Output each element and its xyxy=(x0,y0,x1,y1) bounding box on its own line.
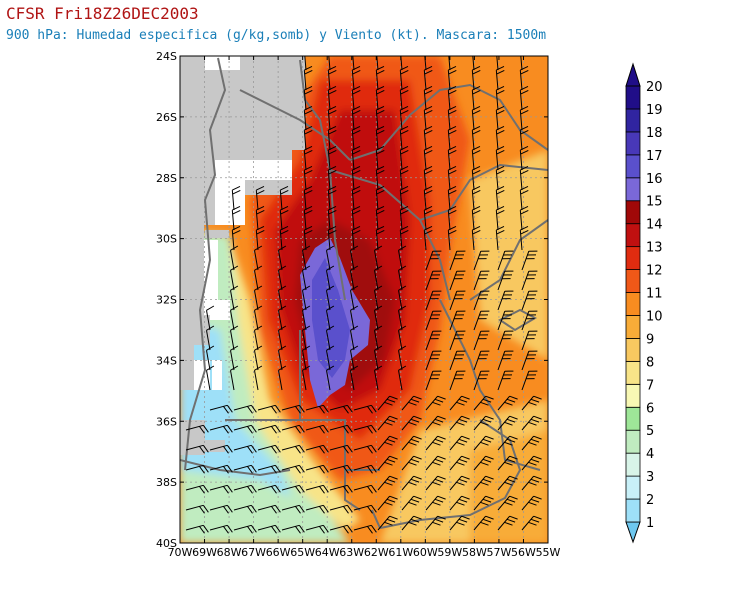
lat-label: 24S xyxy=(156,50,177,63)
map-title: CFSR Fri18Z26DEC2003 xyxy=(6,4,199,23)
colorbar-label: 15 xyxy=(646,195,663,210)
colorbar-segment xyxy=(625,498,641,523)
colorbar-label: 18 xyxy=(646,126,663,141)
colorbar-segment xyxy=(625,292,641,316)
humidity-field xyxy=(180,56,548,543)
colorbar-label: 8 xyxy=(646,355,654,370)
colorbar-segment xyxy=(625,269,641,293)
longitude-labels: 70W 69W 68W 67W 66W 65W 64W 63W 62W 61W 60W 59W 58W 5… xyxy=(168,546,561,559)
lon-label: 60W xyxy=(413,546,438,559)
lon-label: 67W xyxy=(241,546,266,559)
colorbar-segment xyxy=(625,223,641,248)
lat-label: 30S xyxy=(156,233,177,246)
colorbar-segment xyxy=(625,338,641,362)
wind-barb-icon xyxy=(185,56,542,534)
colorbar-label: 20 xyxy=(646,80,663,95)
colorbar-label: 11 xyxy=(646,287,663,302)
colorbar-label: 14 xyxy=(646,218,663,233)
colorbar-segment xyxy=(625,360,641,385)
colorbar-segment xyxy=(625,131,641,156)
colorbar-label: 5 xyxy=(646,424,654,439)
colorbar-label: 6 xyxy=(646,401,654,416)
colorbar-segment xyxy=(625,429,641,454)
triangle-up-icon xyxy=(625,62,641,87)
colorbar-segment xyxy=(625,85,641,110)
lon-label: 64W xyxy=(315,546,340,559)
lat-label: 36S xyxy=(156,415,177,428)
colorbar-label: 3 xyxy=(646,470,654,485)
colorbar-segment xyxy=(625,177,641,202)
colorbar-segment xyxy=(625,108,641,133)
colorbar-label: 13 xyxy=(646,241,663,256)
lon-label: 58W xyxy=(462,546,487,559)
lon-label: 68W xyxy=(217,546,242,559)
lon-label: 66W xyxy=(266,546,291,559)
colorbar-label: 17 xyxy=(646,149,663,164)
colorbar-segment xyxy=(625,406,641,431)
colorbar-label: 2 xyxy=(646,493,654,508)
lon-label: 65W xyxy=(290,546,315,559)
lon-label: 59W xyxy=(437,546,462,559)
lat-label: 28S xyxy=(156,172,177,185)
lon-label: 70W xyxy=(168,546,193,559)
colorbar-label: 7 xyxy=(646,378,654,393)
map-subtitle: 900 hPa: Humedad especifica (g/kg,somb) … xyxy=(6,28,547,43)
colorbar-label: 12 xyxy=(646,264,663,279)
lon-label: 57W xyxy=(486,546,511,559)
colorbar-label: 1 xyxy=(646,516,654,531)
lat-label: 34S xyxy=(156,354,177,367)
colorbar-label: 16 xyxy=(646,172,663,187)
colorbar-segment xyxy=(625,315,641,339)
colorbar-label: 19 xyxy=(646,103,663,118)
lon-label: 63W xyxy=(339,546,364,559)
colorbar-segment xyxy=(625,475,641,500)
lat-label: 40S xyxy=(156,537,177,550)
lon-label: 62W xyxy=(364,546,389,559)
lat-label: 38S xyxy=(156,476,177,489)
political-borders xyxy=(180,57,548,530)
latitude-labels: 24S 26S 28S 30S 32S 34S 36S 38S 40S xyxy=(156,50,177,550)
lat-label: 26S xyxy=(156,111,177,124)
colorbar-label: 9 xyxy=(646,332,654,347)
colorbar-segment xyxy=(625,200,641,225)
colorbar-label: 10 xyxy=(646,309,663,324)
colorbar-segment xyxy=(625,154,641,179)
colorbar-segment xyxy=(625,383,641,408)
colorbar-segment xyxy=(625,452,641,477)
lon-label: 61W xyxy=(388,546,413,559)
lat-label: 32S xyxy=(156,294,177,307)
lon-label: 69W xyxy=(192,546,217,559)
lon-label: 56W xyxy=(511,546,536,559)
colorbar-label: 4 xyxy=(646,447,654,462)
triangle-down-icon xyxy=(625,521,641,544)
colorbar-segment xyxy=(625,246,641,270)
lon-label: 55W xyxy=(536,546,561,559)
